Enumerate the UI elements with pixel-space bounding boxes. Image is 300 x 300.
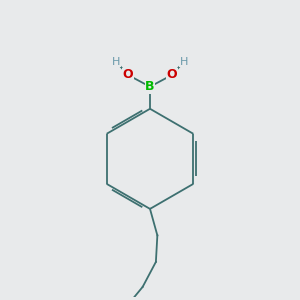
Text: O: O	[167, 68, 177, 81]
Text: B: B	[145, 80, 155, 93]
Text: O: O	[123, 68, 133, 81]
Text: H: H	[180, 57, 188, 67]
Text: H: H	[112, 57, 120, 67]
